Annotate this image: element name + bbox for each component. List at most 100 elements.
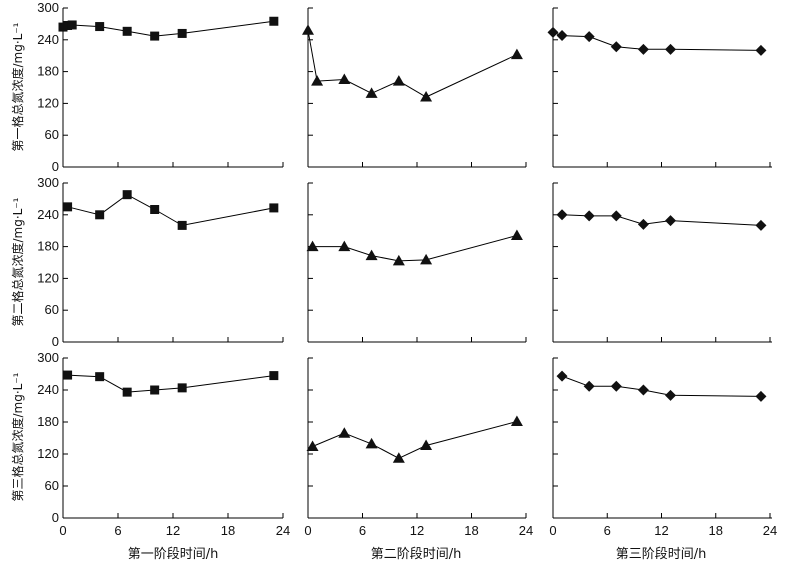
- plot-layer: 0601201802403000601201802403000601201802…: [37, 0, 777, 538]
- panel-r3-c3-x-tick-label: 6: [604, 523, 611, 538]
- panel-r3-c2-x-tick-label: 12: [410, 523, 424, 538]
- panel-r3-c1-y-tick-label: 0: [52, 510, 59, 525]
- panel-r1-c3-point-3: [583, 31, 595, 43]
- panel-r3-c3-series-line: [561, 375, 762, 397]
- panel-r2-c2-point-6: [510, 229, 523, 240]
- panel-r1-c3-series-line: [552, 31, 762, 51]
- panel-r1-c1-y-tick-label: 180: [37, 64, 59, 79]
- panel-r1-c1: 0 60 120 180 240 300: [37, 0, 284, 174]
- panel-r3-c2-x-tick-label: 24: [519, 523, 533, 538]
- panel-r2-c2: [306, 182, 527, 343]
- panel-r1-c1-point-8: [269, 16, 279, 26]
- panel-r2-c3-point-5: [665, 215, 677, 227]
- panel-r1-c3-point-2: [556, 30, 568, 42]
- y-axis-title-row-1: 第一格总氮浓度/mg·L⁻¹: [10, 22, 25, 151]
- panel-r2-c1-y-tick-label: 60: [45, 302, 59, 317]
- panel-r3-c3-x-tick-label: 12: [654, 523, 668, 538]
- panel-r2-c3-point-6: [755, 219, 767, 231]
- panel-r2-c2-series-line: [312, 235, 518, 262]
- panel-r1-c2: [302, 7, 527, 168]
- x-axis-title-col-1: 第一阶段时间/h: [128, 547, 219, 562]
- panel-r3-c2-series-line: [312, 421, 518, 459]
- panel-r3-c1: 0 60 120 180 240 300 0 6 12 18 24: [37, 350, 290, 538]
- panel-r2-c1-point-2: [95, 210, 105, 220]
- panel-r1-c1-point-7: [177, 28, 187, 38]
- y-axis-title-row-3: 第三格总氮浓度/mg·L⁻¹: [10, 372, 25, 501]
- panel-r2-c1-point-4: [150, 205, 160, 214]
- panel-r3-c2-point-6: [510, 415, 523, 426]
- panel-r2-c1: 0 60 120 180 240 300: [37, 175, 284, 349]
- panel-r3-c1-x-tick-label: 0: [59, 523, 66, 538]
- panel-r3-c2-point-2: [338, 427, 351, 438]
- panel-r3-c2-point-5: [420, 439, 433, 450]
- panel-r3-c2-x-tick-label: 0: [304, 523, 311, 538]
- panel-r3-c1-point-5: [177, 383, 187, 393]
- panel-r3-c1-point-6: [269, 371, 279, 381]
- panel-r3-c3-x-tick-label: 18: [709, 523, 723, 538]
- panel-r3-c2: 0 6 12 18 24: [304, 357, 533, 538]
- panel-r3-c1-x-tick-label: 12: [166, 523, 180, 538]
- panel-r2-c2-point-5: [420, 253, 433, 265]
- panel-r1-c1-y-tick-label: 240: [37, 32, 59, 47]
- y-axis-title-row-2: 第二格总氮浓度/mg·L⁻¹: [10, 197, 25, 326]
- panel-r3-c1-x-tick-label: 24: [276, 523, 290, 538]
- panel-r1-c2-point-6: [420, 91, 433, 102]
- panel-r2-c2-point-3: [365, 249, 378, 261]
- panel-r2-c2-point-2: [338, 240, 351, 252]
- panel-r2-c2-point-4: [392, 254, 405, 266]
- panel-r1-c2-point-1: [302, 24, 314, 35]
- panel-r1-c1-point-6: [150, 31, 160, 41]
- panel-r2-c1-y-tick-label: 300: [37, 175, 59, 190]
- panel-r3-c2-point-3: [365, 437, 378, 449]
- panel-r3-c2-point-1: [306, 440, 319, 452]
- panel-r1-c3-point-7: [755, 44, 767, 56]
- panel-r1-c3: [547, 7, 772, 168]
- panel-r1-c2-point-5: [392, 75, 405, 86]
- panel-r3-c1-point-4: [150, 385, 160, 395]
- panel-r3-c3-point-5: [665, 389, 677, 401]
- panel-r3-c1-y-tick-label: 120: [37, 446, 59, 461]
- panel-r2-c2-point-1: [306, 240, 319, 252]
- panel-r1-c2-point-2: [311, 75, 324, 86]
- panel-r3-c1-y-tick-label: 180: [37, 414, 59, 429]
- panel-r3-c3-x-tick-label: 0: [549, 523, 556, 538]
- panel-r2-c3-point-1: [556, 209, 568, 221]
- panel-r3-c1-y-tick-label: 240: [37, 382, 59, 397]
- panel-r1-c1-y-tick-label: 0: [52, 159, 59, 174]
- panel-r2-c3-point-2: [583, 210, 595, 222]
- panel-r1-c3-point-5: [637, 43, 649, 55]
- x-axis-title-col-3: 第三阶段时间/h: [616, 547, 707, 562]
- panel-r2-c1-y-tick-label: 0: [52, 334, 59, 349]
- panel-r3-c3-point-2: [583, 380, 595, 392]
- panel-r2-c1-point-5: [177, 220, 187, 230]
- panel-r3-c3-point-6: [755, 390, 767, 402]
- panel-r2-c1-series-line: [67, 194, 274, 226]
- panel-r1-c3-point-6: [665, 43, 677, 55]
- panel-r2-c3-point-3: [610, 210, 622, 222]
- panel-r2-c1-point-3: [122, 190, 132, 200]
- panel-r2-c1-y-tick-label: 240: [37, 207, 59, 222]
- panel-r1-c3-point-1: [547, 26, 559, 38]
- panel-r3-c1-point-1: [63, 370, 73, 380]
- panel-r3-c3-point-1: [556, 370, 568, 382]
- panel-r1-c1-point-5: [122, 26, 132, 36]
- panel-r1-c3-point-4: [610, 41, 622, 53]
- x-axis-title-col-2: 第二阶段时间/h: [371, 547, 462, 562]
- panel-r3-c3-point-4: [637, 384, 649, 396]
- panel-r3-c3-x-tick-label: 24: [763, 523, 777, 538]
- panel-r1-c2-point-3: [338, 73, 351, 85]
- panel-r1-c2-point-4: [365, 87, 378, 98]
- panel-r3-c3-point-3: [610, 380, 622, 392]
- panel-r2-c3-point-4: [637, 218, 649, 230]
- panel-r2-c1-y-tick-label: 180: [37, 239, 59, 254]
- panel-r3-c3: 0 6 12 18 24: [549, 357, 777, 538]
- panel-r2-c1-point-6: [269, 203, 279, 213]
- panel-r1-c1-y-tick-label: 120: [37, 95, 59, 110]
- panel-r2-c1-point-1: [63, 202, 73, 212]
- panel-r2-c1-y-tick-label: 120: [37, 270, 59, 285]
- panel-r3-c2-point-4: [392, 452, 405, 463]
- panel-r3-c1-x-tick-label: 6: [114, 523, 121, 538]
- panel-r1-c1-series-line: [62, 20, 274, 37]
- panel-r3-c2-x-tick-label: 6: [359, 523, 366, 538]
